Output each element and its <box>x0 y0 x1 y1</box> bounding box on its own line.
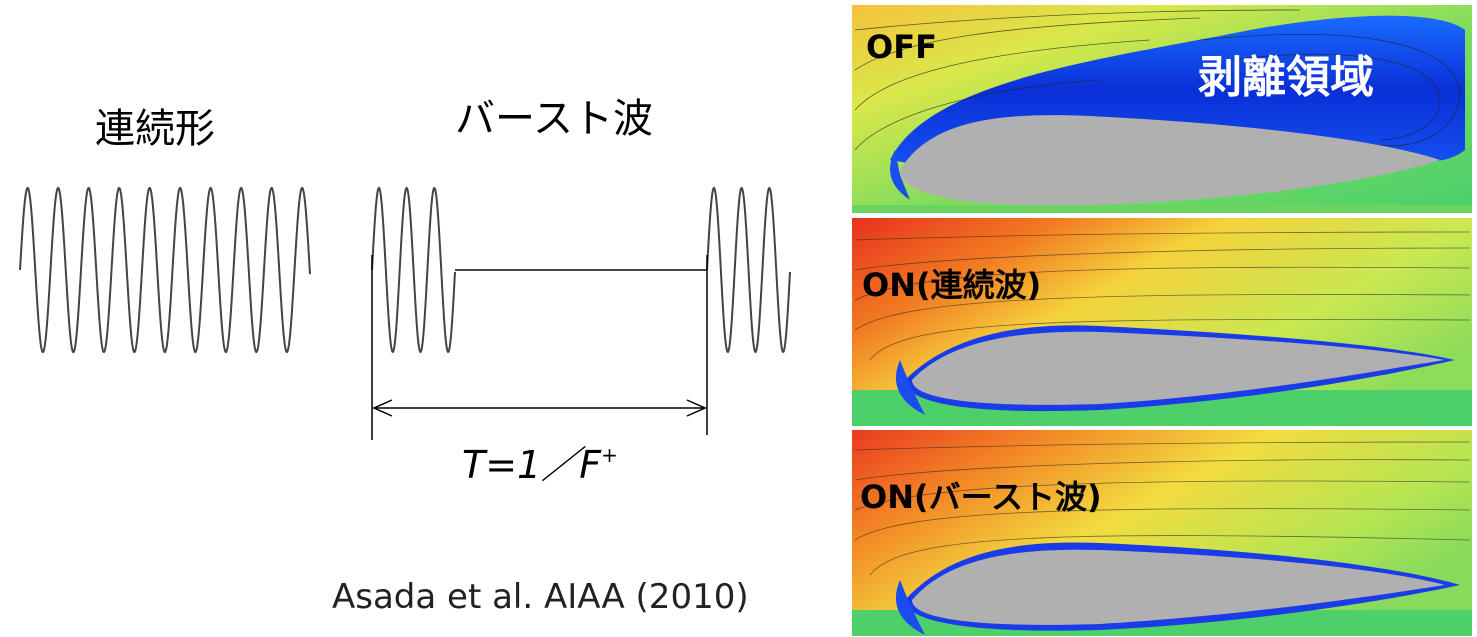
burst-wave <box>707 188 790 352</box>
slide: 連続形 バースト波 T=1／F+ Asada et al. AIAA (2010… <box>0 0 1477 637</box>
panel-label: OFF <box>866 28 937 66</box>
citation: Asada et al. AIAA (2010) <box>332 577 749 617</box>
period-text: T=1／F <box>462 443 602 487</box>
panel-on-burst: ON(バースト波) <box>852 430 1472 636</box>
continuous-label: 連続形 <box>95 106 215 152</box>
panel-off: OFF 剥離領域 <box>852 5 1472 213</box>
panel-label: ON(連続波) <box>862 266 1041 304</box>
panel-label: ON(バースト波) <box>860 478 1102 516</box>
period-sup: + <box>601 443 618 467</box>
continuous-wave <box>20 188 310 352</box>
waveforms <box>20 188 790 352</box>
separation-label: 剥離領域 <box>1198 52 1374 103</box>
burst-wave <box>372 188 455 352</box>
panel-on-continuous: ON(連続波) <box>852 218 1472 426</box>
period-label: T=1／F+ <box>462 443 618 487</box>
period-arrow <box>374 400 705 416</box>
burst-label: バースト波 <box>455 96 653 142</box>
